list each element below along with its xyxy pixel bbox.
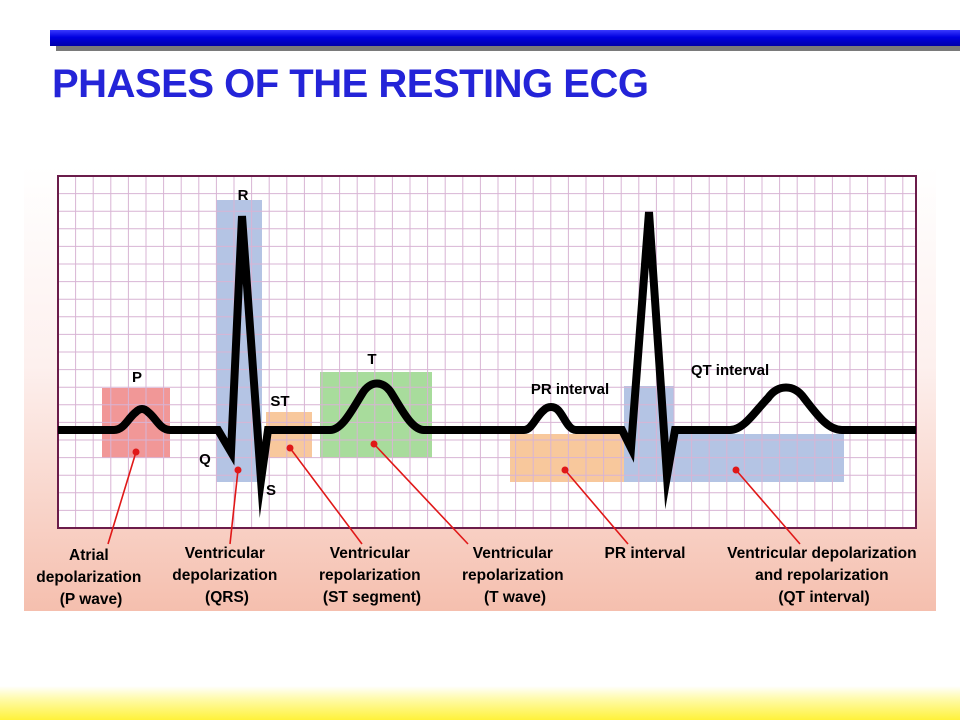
st-segment-label: ST	[270, 393, 289, 410]
caption-p-wave-line-3: (P wave)	[60, 591, 123, 608]
ecg-diagram: P R Q S ST T PR interval QT interval Atr…	[24, 166, 936, 611]
caption-t-wave: Ventricular repolarization (T wave)	[462, 545, 568, 606]
caption-st-segment-line-3: (ST segment)	[323, 589, 421, 606]
caption-qt-interval-line-1: Ventricular depolarization	[727, 545, 917, 562]
footer-gradient-band	[0, 686, 960, 720]
pr-interval-dot	[561, 466, 569, 474]
caption-st-segment-line-1: Ventricular	[330, 545, 410, 562]
qt-interval-label: QT interval	[691, 362, 769, 379]
title-accent-bar	[50, 30, 960, 46]
caption-qrs-line-1: Ventricular	[185, 545, 265, 562]
t-wave-dot	[370, 440, 378, 448]
caption-qt-interval: Ventricular depolarization and repolariz…	[727, 545, 921, 606]
caption-p-wave-line-2: depolarization	[36, 569, 141, 586]
p-wave-dot	[132, 448, 140, 456]
caption-qt-interval-line-2: and repolarization	[755, 567, 889, 584]
slide-title: PHASES OF THE RESTING ECG	[52, 62, 649, 106]
caption-qt-interval-line-3: (QT interval)	[778, 589, 869, 606]
caption-st-segment: Ventricular repolarization (ST segment)	[319, 545, 425, 606]
caption-t-wave-line-2: repolarization	[462, 567, 564, 584]
caption-pr-interval: PR interval	[605, 545, 686, 562]
caption-t-wave-line-3: (T wave)	[484, 589, 546, 606]
qrs-dot	[234, 466, 242, 474]
pr-interval-leader-line	[564, 469, 629, 545]
q-wave-label: Q	[199, 451, 211, 468]
t-wave-label: T	[367, 351, 376, 368]
caption-st-segment-line-2: repolarization	[319, 567, 421, 584]
caption-p-wave-line-1: Atrial	[69, 547, 109, 564]
pr-interval-label: PR interval	[531, 381, 609, 398]
caption-qrs-line-2: depolarization	[172, 567, 277, 584]
t-wave-leader-line	[373, 443, 469, 545]
qt-interval-leader-line	[735, 469, 801, 545]
caption-qrs: Ventricular depolarization (QRS)	[172, 545, 281, 606]
qrs-leader-line	[229, 469, 239, 545]
caption-pr-interval-line-1: PR interval	[605, 545, 686, 562]
st-segment-leader-line	[289, 447, 363, 545]
qt-interval-dot	[732, 466, 740, 474]
caption-p-wave: Atrial depolarization (P wave)	[36, 547, 145, 608]
ecg-paper-border	[57, 175, 917, 529]
p-wave-label: P	[132, 369, 142, 386]
caption-qrs-line-3: (QRS)	[205, 589, 249, 606]
st-segment-dot	[286, 444, 294, 452]
s-wave-label: S	[266, 482, 276, 499]
p-wave-leader-line	[107, 451, 137, 545]
r-wave-label: R	[238, 187, 249, 204]
ecg-trace	[58, 211, 916, 518]
caption-t-wave-line-1: Ventricular	[473, 545, 553, 562]
title-accent-bar-shadow	[56, 46, 960, 51]
